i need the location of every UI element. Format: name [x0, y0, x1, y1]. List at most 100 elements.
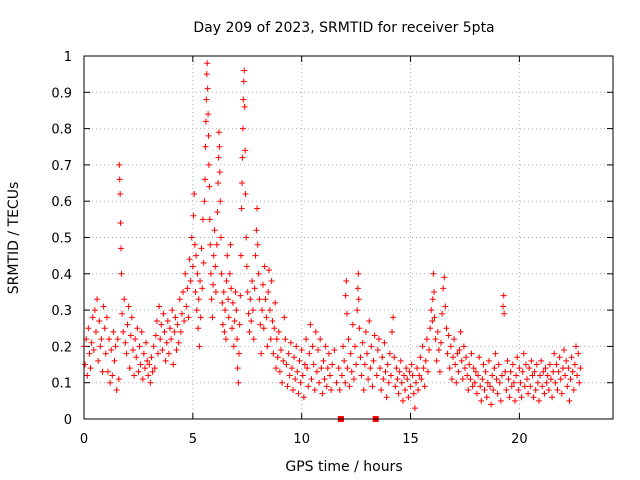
data-point [188, 234, 195, 241]
data-point [512, 397, 519, 404]
data-point [324, 365, 331, 372]
data-point [249, 307, 256, 314]
data-point [288, 365, 295, 372]
data-point [467, 376, 474, 383]
data-point [494, 390, 501, 397]
data-point [415, 386, 422, 393]
data-point [568, 354, 575, 361]
data-point [273, 336, 280, 343]
data-point [331, 347, 338, 354]
data-point [203, 71, 210, 78]
data-point [195, 325, 202, 332]
data-point [292, 376, 299, 383]
data-point [245, 310, 252, 317]
data-point [278, 347, 285, 354]
x-tick-label: 0 [80, 432, 88, 447]
data-point [414, 365, 421, 372]
data-point [530, 394, 537, 401]
data-point [178, 310, 185, 317]
data-point [131, 372, 138, 379]
y-tick-label: 0.1 [51, 377, 72, 392]
data-point [323, 383, 330, 390]
data-point [285, 350, 292, 357]
data-point [289, 386, 296, 393]
data-point [355, 270, 362, 277]
data-point [312, 328, 319, 335]
data-point [434, 328, 441, 335]
data-point [253, 227, 260, 234]
data-point [430, 270, 437, 277]
data-point [242, 147, 249, 154]
data-point [460, 343, 467, 350]
y-tick-label: 0.4 [51, 268, 72, 283]
data-point [307, 321, 314, 328]
data-point [509, 361, 516, 368]
data-point [205, 132, 212, 139]
data-point [385, 379, 392, 386]
data-point [506, 394, 513, 401]
data-point [109, 372, 116, 379]
data-point [532, 386, 539, 393]
data-point [417, 354, 424, 361]
data-point [116, 161, 123, 168]
data-point [382, 368, 389, 375]
data-point [569, 368, 576, 375]
data-point [97, 343, 104, 350]
data-point [262, 296, 269, 303]
data-point [466, 361, 473, 368]
data-point [459, 376, 466, 383]
data-point [228, 285, 235, 292]
data-point [291, 354, 298, 361]
data-point [529, 372, 536, 379]
data-point [184, 285, 191, 292]
data-point [563, 357, 570, 364]
data-point [86, 350, 93, 357]
data-point [100, 303, 107, 310]
data-point [296, 357, 303, 364]
data-point [418, 376, 425, 383]
data-point [354, 285, 361, 292]
data-point [174, 321, 181, 328]
y-axis-label: SRMTID / TECUs [6, 182, 22, 295]
data-point [468, 350, 475, 357]
data-point [98, 336, 105, 343]
data-point [542, 365, 549, 372]
data-point [90, 347, 97, 354]
data-point [518, 394, 525, 401]
data-point [175, 339, 182, 346]
data-point [268, 278, 275, 285]
data-point [473, 390, 480, 397]
data-point [208, 296, 215, 303]
data-point [192, 288, 199, 295]
data-point [398, 379, 405, 386]
data-point [454, 350, 461, 357]
data-point [224, 252, 231, 259]
data-point [469, 383, 476, 390]
data-point [281, 314, 288, 321]
data-point [534, 379, 541, 386]
data-point [276, 368, 283, 375]
data-point [377, 365, 384, 372]
data-point [251, 285, 258, 292]
data-point [570, 386, 577, 393]
data-point [102, 350, 109, 357]
data-point [357, 354, 364, 361]
data-point [158, 321, 165, 328]
data-point [399, 397, 406, 404]
data-point [139, 376, 146, 383]
data-point [215, 154, 222, 161]
data-point [464, 372, 471, 379]
data-point [305, 383, 312, 390]
data-point [186, 256, 193, 263]
data-point [205, 111, 212, 118]
x-tick-label: 15 [402, 432, 419, 447]
data-point [477, 383, 484, 390]
data-point [261, 263, 268, 270]
y-tick-labels: 0 0.1 0.2 0.3 0.4 0.5 0.6 0.7 0.8 0.9 1 [51, 50, 72, 428]
data-point [88, 339, 95, 346]
gridlines [84, 56, 613, 419]
data-point [465, 386, 472, 393]
data-point [252, 252, 259, 259]
data-point [342, 379, 349, 386]
